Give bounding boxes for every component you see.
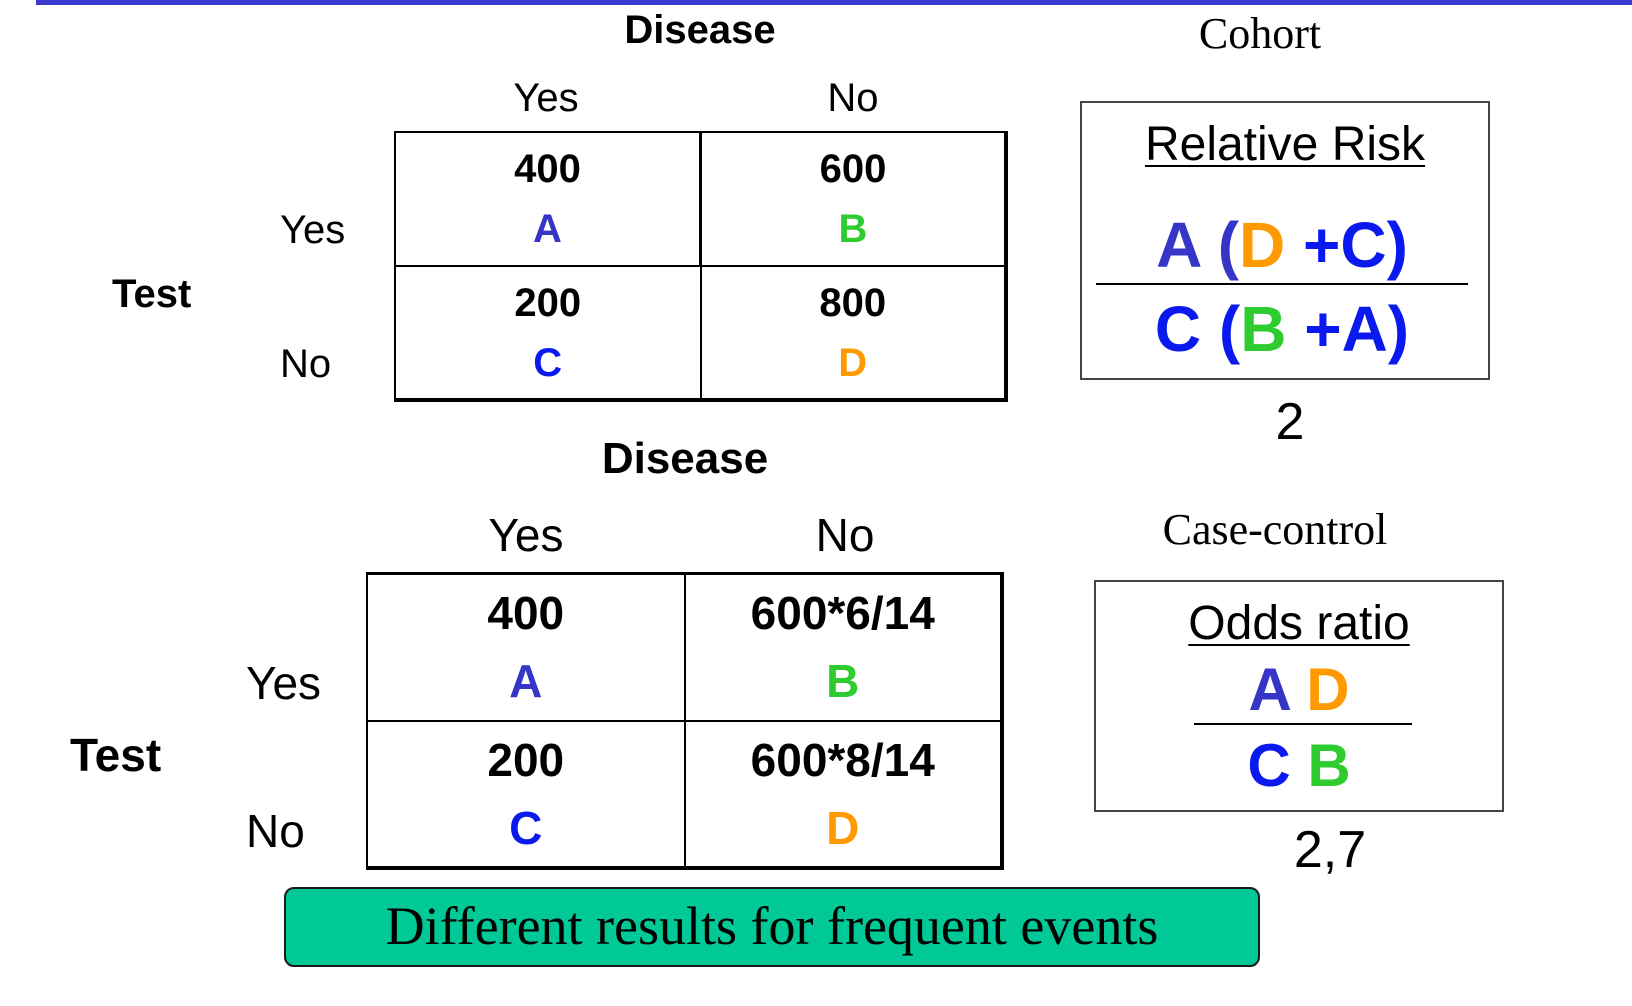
- top-rule: [36, 0, 1632, 5]
- fraction-line: [1194, 723, 1412, 725]
- cell-letter: C: [533, 340, 563, 385]
- cohort-cell-d: 800 D: [699, 265, 1008, 402]
- paren-close: ): [1386, 209, 1408, 281]
- cohort-cell-b: 600 B: [699, 131, 1008, 267]
- cohort-col-yes: Yes: [513, 76, 579, 120]
- cell-value: 400: [487, 587, 565, 640]
- cell-letter: A: [533, 207, 562, 251]
- term-a: A: [1156, 209, 1200, 281]
- paren-open: (: [1218, 293, 1241, 365]
- case-control-row-yes: Yes: [246, 657, 322, 709]
- cell-value: 400: [514, 147, 581, 191]
- odds-ratio-numerator: A D: [1096, 660, 1502, 720]
- odds-ratio-denominator: C B: [1096, 736, 1502, 796]
- cohort-row-no: No: [280, 342, 332, 386]
- relative-risk-denominator: C (B +A): [1082, 297, 1482, 361]
- term-c: C: [1247, 732, 1291, 799]
- cell-letter: D: [838, 340, 868, 385]
- term-plus-c: +C: [1303, 209, 1387, 281]
- cohort-row-yes: Yes: [280, 208, 346, 252]
- conclusion-banner: Different results for frequent events: [284, 887, 1260, 967]
- cell-letter: B: [826, 655, 860, 708]
- term-b: B: [1307, 732, 1351, 799]
- case-control-cell-b: 600*6/14 B: [683, 572, 1004, 722]
- term-c: C: [1154, 293, 1202, 365]
- cell-value: 600: [819, 147, 887, 191]
- paren-close: ): [1387, 293, 1410, 365]
- term-b: B: [1240, 293, 1287, 365]
- cohort-table: 400 A 600 B 200 C 800 D: [394, 131, 1008, 402]
- cell-value: 200: [487, 733, 565, 786]
- cell-letter: C: [509, 801, 543, 854]
- cell-value: 200: [514, 280, 582, 325]
- fraction-line: [1096, 283, 1468, 285]
- cell-value: 600*6/14: [750, 587, 935, 640]
- case-control-cell-c: 200 C: [366, 719, 686, 870]
- case-control-col-no: No: [815, 509, 875, 561]
- cell-letter: B: [838, 207, 868, 251]
- case-control-row-no: No: [246, 805, 305, 857]
- term-a: A: [1248, 656, 1290, 723]
- odds-ratio-result: 2,7: [1293, 821, 1367, 879]
- case-control-cell-a: 400 A: [366, 572, 686, 722]
- odds-ratio-title: Odds ratio: [1188, 597, 1410, 650]
- relative-risk-title: Relative Risk: [1144, 118, 1426, 171]
- case-control-table: 400 A 600*6/14 B 200 C 600*8/14 D: [366, 572, 1004, 870]
- paren-open: (: [1217, 209, 1240, 281]
- odds-ratio-box: Odds ratio A D C B: [1094, 580, 1504, 812]
- cohort-cell-c: 200 C: [394, 265, 702, 402]
- relative-risk-numerator: A (D +C): [1082, 213, 1482, 277]
- cell-value: 600*8/14: [750, 733, 935, 786]
- cohort-col-no: No: [827, 76, 879, 120]
- cohort-disease-label: Disease: [624, 8, 776, 52]
- cell-value: 800: [819, 280, 887, 325]
- cohort-heading: Cohort: [1198, 9, 1322, 58]
- case-control-col-yes: Yes: [488, 509, 564, 561]
- cohort-cell-a: 400 A: [394, 131, 702, 267]
- case-control-test-label: Test: [70, 729, 162, 781]
- cohort-test-label: Test: [112, 272, 192, 316]
- term-d: D: [1306, 656, 1350, 723]
- relative-risk-result: 2: [1275, 393, 1305, 451]
- cell-letter: A: [509, 655, 543, 708]
- relative-risk-box: Relative Risk A (D +C) C (B +A): [1080, 101, 1490, 380]
- conclusion-text: Different results for frequent events: [385, 896, 1159, 956]
- case-control-disease-label: Disease: [601, 434, 769, 483]
- case-control-cell-d: 600*8/14 D: [683, 719, 1004, 870]
- case-control-heading: Case-control: [1162, 505, 1388, 554]
- term-plus-a: +A: [1304, 293, 1388, 365]
- cell-letter: D: [826, 801, 860, 854]
- term-d: D: [1239, 209, 1286, 281]
